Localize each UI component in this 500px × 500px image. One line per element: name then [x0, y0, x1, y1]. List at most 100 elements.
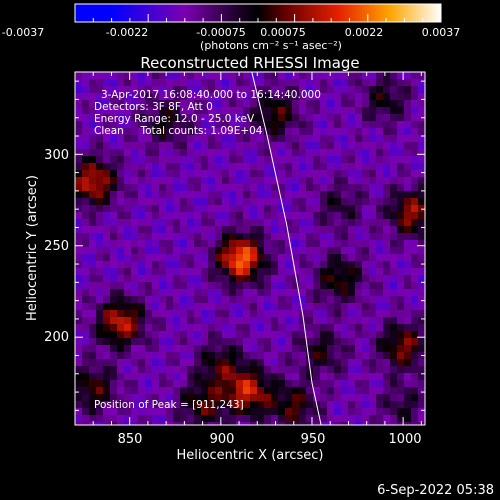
- heatmap-cell: [229, 422, 237, 425]
- heatmap-cell: [145, 408, 153, 416]
- heatmap-cell: [390, 177, 398, 185]
- heatmap-cell: [334, 317, 342, 325]
- heatmap-cell: [222, 247, 230, 255]
- heatmap-cell: [215, 345, 223, 353]
- heatmap-cell: [201, 373, 209, 381]
- heatmap-cell: [341, 261, 349, 269]
- heatmap-cell: [376, 72, 384, 80]
- heatmap-cell: [215, 79, 223, 87]
- heatmap-cell: [320, 359, 328, 367]
- heatmap-cell: [397, 296, 405, 304]
- heatmap-cell: [264, 170, 272, 178]
- heatmap-cell: [278, 86, 286, 94]
- heatmap-cell: [264, 149, 272, 157]
- heatmap-cell: [89, 345, 97, 353]
- heatmap-cell: [348, 366, 356, 374]
- heatmap-cell: [299, 163, 307, 171]
- heatmap-cell: [166, 86, 174, 94]
- heatmap-cell: [292, 121, 300, 129]
- heatmap-cell: [110, 331, 118, 339]
- heatmap-cell: [159, 128, 167, 136]
- heatmap-cell: [418, 198, 425, 206]
- heatmap-cell: [313, 261, 321, 269]
- heatmap-cell: [292, 261, 300, 269]
- heatmap-cell: [348, 380, 356, 388]
- heatmap-cell: [75, 212, 83, 220]
- heatmap-cell: [327, 254, 335, 262]
- heatmap-cell: [341, 240, 349, 248]
- heatmap-cell: [411, 261, 419, 269]
- heatmap-cell: [397, 359, 405, 367]
- heatmap-cell: [334, 149, 342, 157]
- heatmap-cell: [138, 156, 146, 164]
- heatmap-cell: [397, 261, 405, 269]
- heatmap-cell: [96, 156, 104, 164]
- heatmap-cell: [89, 415, 97, 423]
- heatmap-cell: [159, 163, 167, 171]
- heatmap-cell: [159, 135, 167, 143]
- heatmap-cell: [194, 415, 202, 423]
- heatmap-cell: [369, 177, 377, 185]
- heatmap-cell: [187, 324, 195, 332]
- heatmap-cell: [341, 401, 349, 409]
- heatmap-cell: [404, 282, 412, 290]
- heatmap-cell: [236, 331, 244, 339]
- heatmap-cell: [292, 268, 300, 276]
- heatmap-cell: [243, 184, 251, 192]
- heatmap-cell: [236, 107, 244, 115]
- heatmap-cell: [173, 93, 181, 101]
- heatmap-cell: [187, 142, 195, 150]
- heatmap-cell: [250, 240, 258, 248]
- heatmap-cell: [257, 394, 265, 402]
- heatmap-cell: [390, 233, 398, 241]
- heatmap-cell: [320, 422, 328, 425]
- heatmap-cell: [369, 233, 377, 241]
- heatmap-cell: [243, 338, 251, 346]
- heatmap-cell: [327, 240, 335, 248]
- heatmap-cell: [82, 394, 90, 402]
- heatmap-cell: [180, 79, 188, 87]
- heatmap-cell: [292, 394, 300, 402]
- heatmap-cell: [103, 401, 111, 409]
- heatmap-cell: [285, 422, 293, 425]
- heatmap-cell: [271, 338, 279, 346]
- heatmap-cell: [334, 128, 342, 136]
- heatmap-cell: [355, 86, 363, 94]
- heatmap-cell: [180, 415, 188, 423]
- heatmap-cell: [173, 135, 181, 143]
- heatmap-cell: [201, 121, 209, 129]
- heatmap-cell: [103, 149, 111, 157]
- heatmap-cell: [173, 289, 181, 297]
- heatmap-cell: [313, 303, 321, 311]
- heatmap-cell: [222, 359, 230, 367]
- heatmap-cell: [362, 254, 370, 262]
- heatmap-cell: [313, 100, 321, 108]
- heatmap-cell: [180, 121, 188, 129]
- heatmap-cell: [404, 352, 412, 360]
- heatmap-cell: [124, 107, 132, 115]
- heatmap-cell: [180, 359, 188, 367]
- heatmap-cell: [334, 380, 342, 388]
- heatmap-cell: [229, 373, 237, 381]
- heatmap-cell: [236, 191, 244, 199]
- heatmap-cell: [334, 86, 342, 94]
- heatmap-cell: [159, 331, 167, 339]
- heatmap-cell: [348, 177, 356, 185]
- heatmap-cell: [208, 170, 216, 178]
- heatmap-cell: [348, 394, 356, 402]
- heatmap-cell: [201, 93, 209, 101]
- heatmap-cell: [187, 72, 195, 80]
- heatmap-cell: [250, 142, 258, 150]
- heatmap-cell: [355, 79, 363, 87]
- heatmap-cell: [229, 247, 237, 255]
- heatmap-cell: [131, 387, 139, 395]
- heatmap-cell: [82, 352, 90, 360]
- heatmap-cell: [271, 191, 279, 199]
- heatmap-cell: [362, 72, 370, 80]
- heatmap-cell: [82, 296, 90, 304]
- heatmap-cell: [355, 401, 363, 409]
- heatmap-cell: [222, 310, 230, 318]
- heatmap-cell: [229, 408, 237, 416]
- heatmap-cell: [285, 296, 293, 304]
- heatmap-cell: [411, 331, 419, 339]
